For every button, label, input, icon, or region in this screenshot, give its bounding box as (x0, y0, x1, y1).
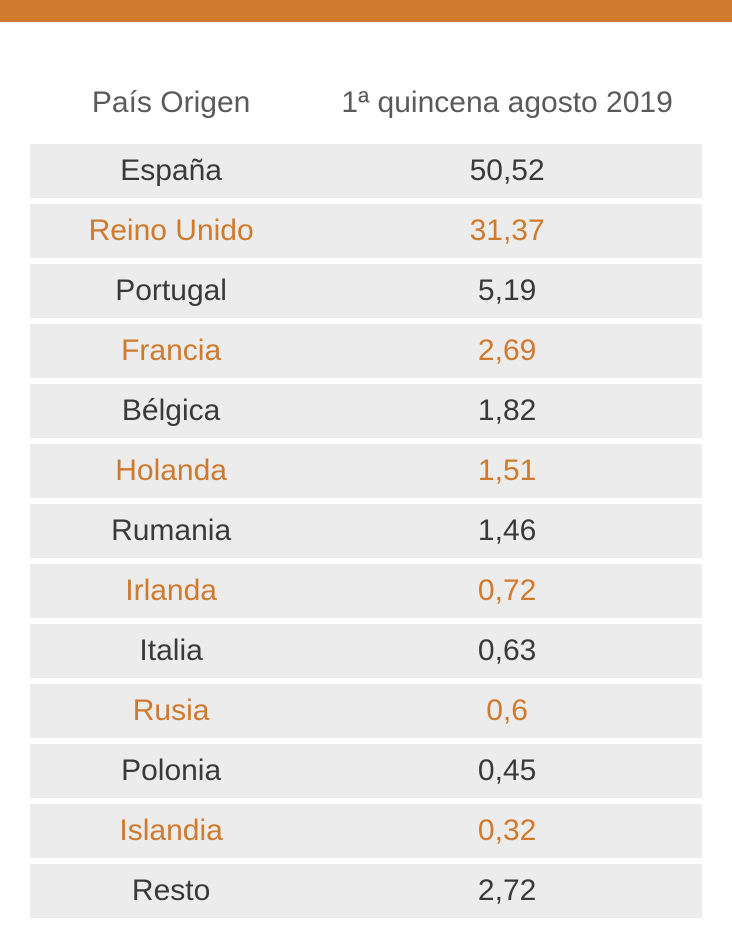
table-body: España50,52Reino Unido31,37Portugal5,19F… (30, 144, 702, 918)
cell-value: 2,69 (312, 324, 702, 378)
top-accent-bar (0, 0, 732, 22)
table-header-row: País Origen 1ª quincena agosto 2019 (30, 78, 702, 138)
table-row: Polonia0,45 (30, 744, 702, 798)
cell-country: Rusia (30, 684, 312, 738)
cell-value: 0,72 (312, 564, 702, 618)
cell-country: Resto (30, 864, 312, 918)
cell-country: Italia (30, 624, 312, 678)
cell-value: 1,51 (312, 444, 702, 498)
table-row: Rumania1,46 (30, 504, 702, 558)
cell-country: Francia (30, 324, 312, 378)
origin-country-table: País Origen 1ª quincena agosto 2019 Espa… (30, 72, 702, 924)
table-row: Islandia0,32 (30, 804, 702, 858)
table-row: Francia2,69 (30, 324, 702, 378)
table-row: Irlanda0,72 (30, 564, 702, 618)
cell-country: Reino Unido (30, 204, 312, 258)
table-row: Resto2,72 (30, 864, 702, 918)
cell-value: 31,37 (312, 204, 702, 258)
cell-value: 0,32 (312, 804, 702, 858)
cell-value: 1,82 (312, 384, 702, 438)
table-row: Rusia0,6 (30, 684, 702, 738)
table-row: Italia0,63 (30, 624, 702, 678)
column-header-value: 1ª quincena agosto 2019 (312, 78, 702, 138)
cell-value: 0,45 (312, 744, 702, 798)
table-row: Portugal5,19 (30, 264, 702, 318)
cell-country: Rumania (30, 504, 312, 558)
table-row: Bélgica1,82 (30, 384, 702, 438)
table-container: País Origen 1ª quincena agosto 2019 Espa… (0, 22, 732, 924)
table-row: Holanda1,51 (30, 444, 702, 498)
cell-value: 1,46 (312, 504, 702, 558)
cell-value: 2,72 (312, 864, 702, 918)
cell-country: Portugal (30, 264, 312, 318)
cell-country: Irlanda (30, 564, 312, 618)
cell-value: 0,63 (312, 624, 702, 678)
cell-value: 5,19 (312, 264, 702, 318)
column-header-country: País Origen (30, 78, 312, 138)
cell-country: Islandia (30, 804, 312, 858)
table-row: España50,52 (30, 144, 702, 198)
cell-country: Bélgica (30, 384, 312, 438)
cell-country: Polonia (30, 744, 312, 798)
cell-country: España (30, 144, 312, 198)
cell-value: 50,52 (312, 144, 702, 198)
cell-country: Holanda (30, 444, 312, 498)
table-row: Reino Unido31,37 (30, 204, 702, 258)
cell-value: 0,6 (312, 684, 702, 738)
